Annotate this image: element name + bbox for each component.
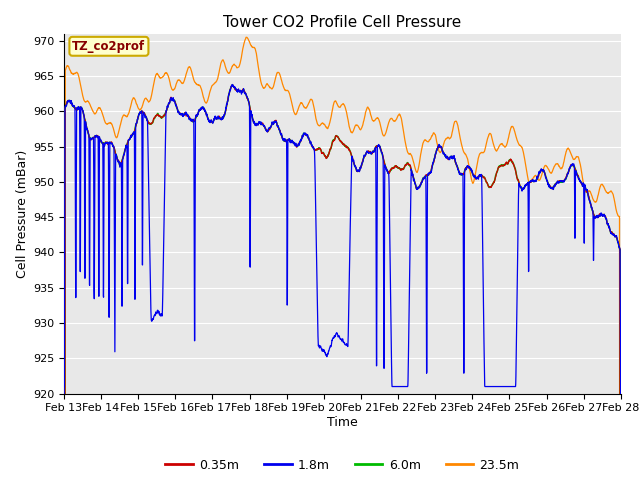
Title: Tower CO2 Profile Cell Pressure: Tower CO2 Profile Cell Pressure [223,15,461,30]
Text: TZ_co2prof: TZ_co2prof [72,40,145,53]
Legend: 0.35m, 1.8m, 6.0m, 23.5m: 0.35m, 1.8m, 6.0m, 23.5m [161,454,524,477]
X-axis label: Time: Time [327,416,358,429]
Y-axis label: Cell Pressure (mBar): Cell Pressure (mBar) [16,149,29,278]
